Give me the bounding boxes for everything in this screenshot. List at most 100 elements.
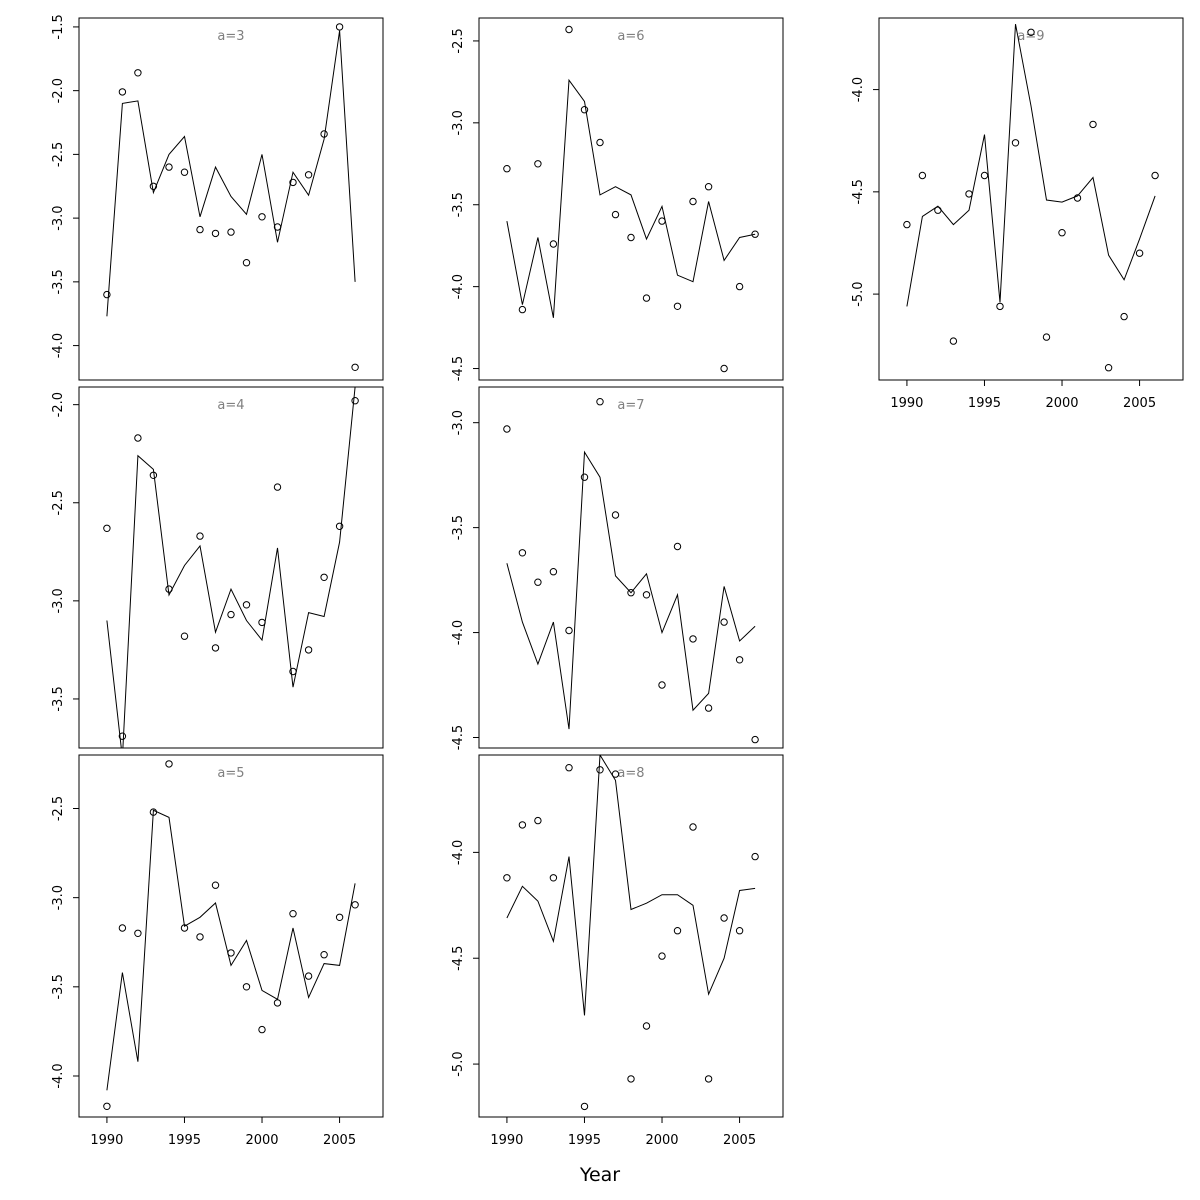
- y-tick-label: -4.0: [51, 1063, 66, 1088]
- data-point: [242, 259, 251, 267]
- y-tick-label: -3.5: [451, 192, 466, 217]
- data-point: [180, 924, 189, 932]
- y-tick-label: -2.5: [51, 490, 66, 515]
- data-point: [580, 1102, 589, 1111]
- data-point: [242, 601, 251, 609]
- y-tick-label: -4.0: [51, 333, 66, 358]
- data-point: [751, 735, 759, 744]
- data-point: [149, 808, 158, 816]
- panel-a8: -4.0 -4.5 -5.0 1990 1995 2000 2005 a=8: [451, 754, 784, 1148]
- data-point: [180, 632, 189, 640]
- data-point: [273, 223, 282, 231]
- data-point: [1135, 249, 1144, 257]
- data-point: [565, 25, 573, 34]
- data-point: [1073, 194, 1082, 202]
- data-point: [335, 913, 344, 921]
- plot-frame: [478, 386, 784, 749]
- data-point: [642, 591, 651, 599]
- data-point: [549, 568, 558, 576]
- data-point: [118, 924, 127, 932]
- series-line: [506, 78, 756, 318]
- data-point: [180, 168, 189, 176]
- y-tick-label: -4.5: [451, 725, 466, 750]
- plot-frame: [878, 17, 1184, 381]
- data-point: [980, 171, 989, 180]
- y-tick-label: -2.5: [51, 796, 66, 821]
- data-point: [149, 182, 158, 191]
- series-line: [506, 755, 756, 1016]
- y-tick-label: -3.0: [451, 410, 466, 435]
- x-tick-label: 1990: [90, 1133, 123, 1148]
- data-point: [627, 233, 635, 242]
- data-point: [704, 183, 713, 191]
- data-point: [658, 952, 666, 960]
- panel-label: a=9: [1017, 29, 1044, 44]
- x-tick-label: 1995: [968, 396, 1001, 411]
- y-tick-label: -3.5: [451, 515, 466, 540]
- data-point: [503, 425, 511, 433]
- data-point: [534, 578, 542, 586]
- series-line: [506, 450, 756, 730]
- data-point: [518, 549, 527, 557]
- data-point: [165, 760, 173, 768]
- data-point: [165, 163, 173, 171]
- data-point: [627, 589, 635, 597]
- data-point: [611, 511, 620, 519]
- y-tick-label: -3.0: [51, 588, 66, 613]
- plot-frame: [78, 754, 384, 1118]
- data-point: [627, 1075, 635, 1083]
- data-point: [658, 217, 666, 225]
- data-point: [273, 999, 282, 1007]
- data-point: [1011, 139, 1020, 147]
- panel-a5: -2.5 -3.0 -3.5 -4.0 1990 1995 2000 2005 a=5: [51, 754, 384, 1148]
- data-point: [1027, 28, 1035, 36]
- y-tick-label: -4.0: [451, 274, 466, 299]
- data-point: [689, 823, 697, 831]
- data-point: [673, 927, 682, 935]
- plot-frame: [478, 17, 784, 381]
- plot-frame: [478, 754, 784, 1118]
- data-point: [611, 210, 620, 219]
- data-point: [351, 397, 359, 405]
- data-point: [320, 951, 328, 959]
- data-point: [227, 610, 235, 619]
- data-point: [658, 681, 666, 689]
- series-line: [106, 30, 356, 317]
- data-point: [704, 704, 713, 712]
- data-point: [211, 881, 220, 889]
- data-point: [642, 294, 651, 302]
- y-tick-label: -4.0: [451, 840, 466, 865]
- data-point: [1120, 312, 1128, 321]
- plot-frame: [78, 17, 384, 381]
- data-point: [351, 363, 359, 371]
- data-point: [335, 23, 344, 31]
- data-point: [118, 88, 127, 96]
- data-point: [596, 398, 604, 406]
- data-point: [196, 225, 204, 234]
- data-point: [565, 626, 573, 635]
- y-tick-label: -4.5: [851, 179, 866, 204]
- x-axis-title: Year: [579, 1164, 620, 1186]
- y-tick-label: -2.0: [51, 78, 66, 103]
- data-point: [949, 337, 958, 345]
- data-point: [689, 635, 697, 643]
- data-point: [580, 473, 589, 481]
- data-point: [227, 228, 235, 236]
- data-point: [196, 532, 204, 540]
- data-point: [611, 770, 620, 778]
- x-tick-label: 2005: [323, 1133, 356, 1148]
- data-point: [720, 364, 728, 373]
- data-point: [335, 522, 344, 530]
- panel-label: a=3: [217, 29, 244, 44]
- data-point: [103, 1102, 111, 1111]
- data-point: [1151, 171, 1159, 180]
- data-point: [304, 646, 313, 654]
- data-point: [165, 585, 173, 593]
- series-line: [906, 24, 1156, 307]
- panel-a3: -1.5 -2.0 -2.5 -3.0 -3.5 -4.0 a=3: [51, 14, 384, 381]
- data-point: [704, 1075, 713, 1083]
- data-point: [1058, 229, 1066, 237]
- panel-a9: -4.0 -4.5 -5.0 1990 1995 2000 2005 a=9: [851, 17, 1184, 411]
- data-point: [903, 220, 911, 229]
- x-tick-label: 1990: [890, 396, 923, 411]
